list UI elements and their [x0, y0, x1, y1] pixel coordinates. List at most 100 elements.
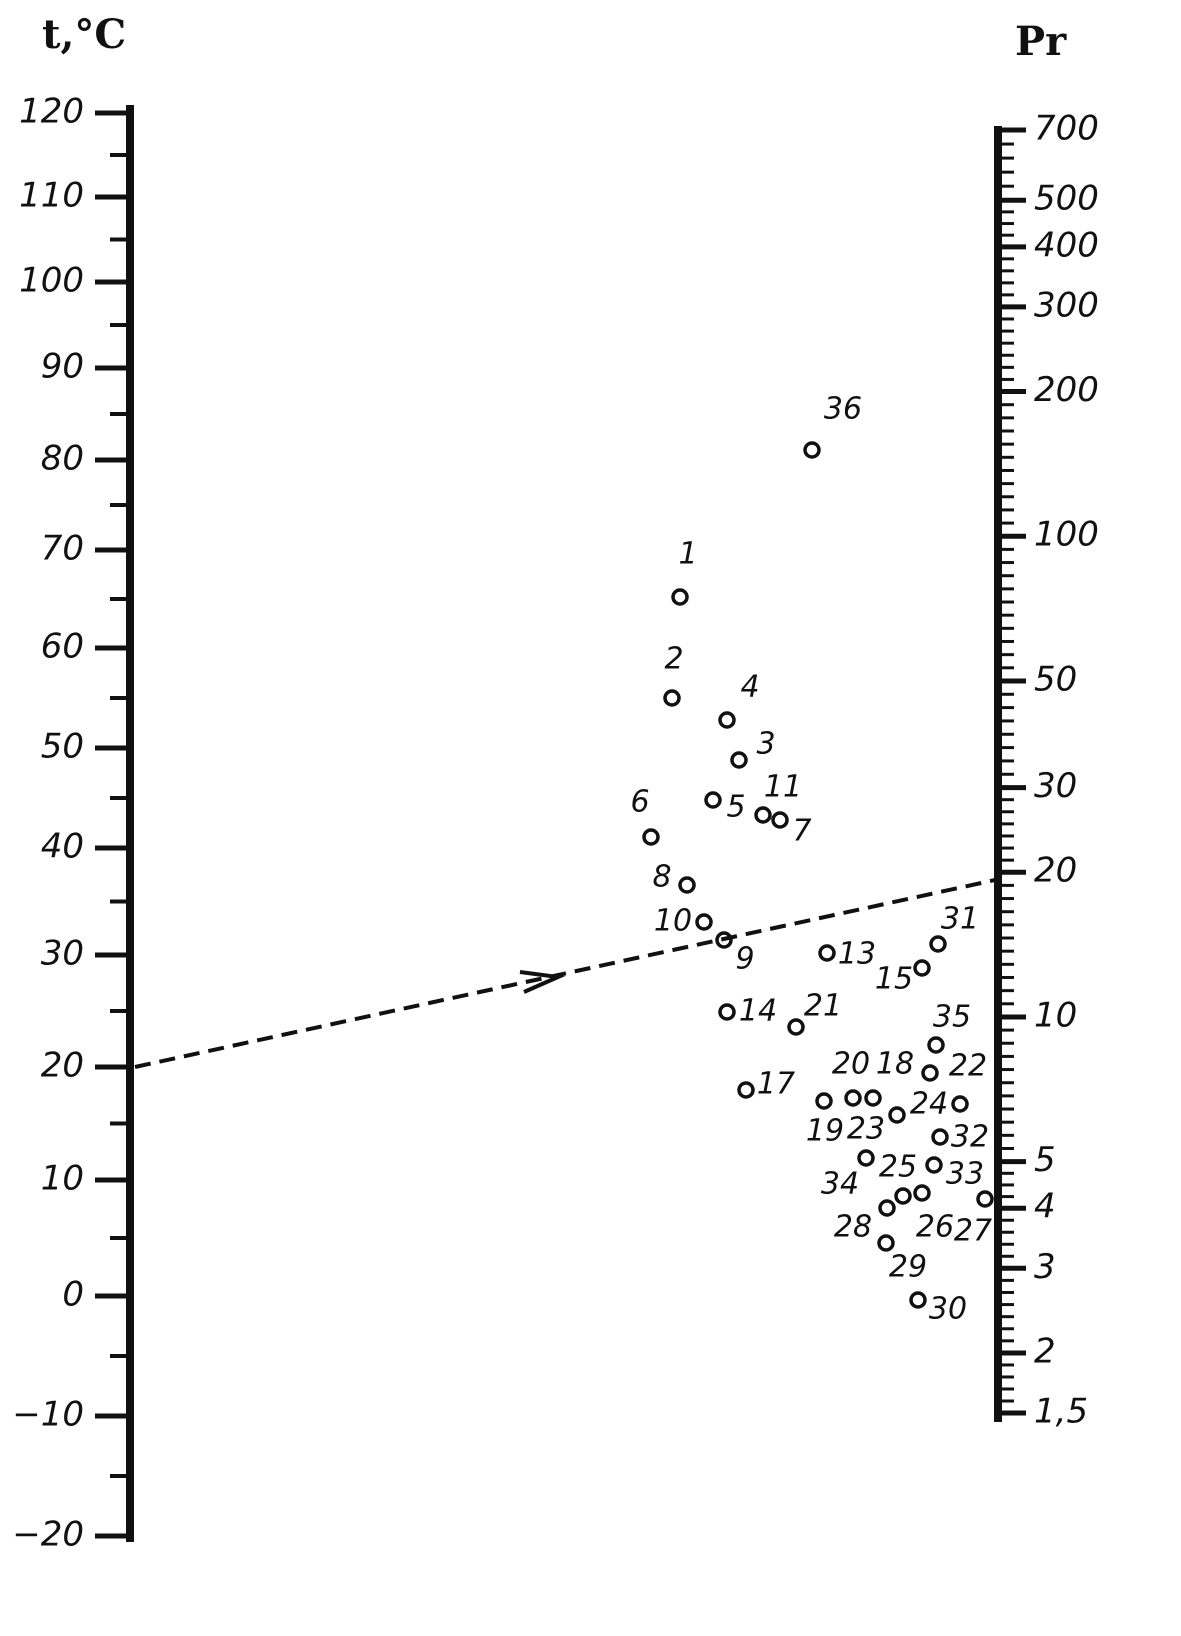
right-tick-label: 100 [1034, 515, 1099, 555]
right-tick-label: 20 [1034, 851, 1077, 891]
point [913, 1184, 931, 1202]
point-label: 17 [757, 1067, 795, 1102]
point-label: 34 [821, 1167, 859, 1202]
point [730, 751, 748, 769]
point [642, 828, 660, 846]
point-label: 29 [889, 1250, 927, 1285]
point [787, 1018, 805, 1036]
right-tick-label: 3 [1034, 1247, 1056, 1287]
point [929, 935, 947, 953]
left-tick-label: 30 [41, 934, 84, 974]
point-label: 9 [735, 942, 754, 977]
point-label: 33 [946, 1157, 984, 1192]
point [737, 1081, 755, 1099]
right-tick-label: 50 [1034, 659, 1077, 699]
point [877, 1234, 895, 1252]
point [925, 1156, 943, 1174]
key-line [134, 878, 996, 1069]
point-label: 35 [933, 1000, 971, 1035]
point-label: 1 [678, 537, 697, 572]
point [704, 791, 722, 809]
point-label: 6 [630, 785, 649, 820]
point [695, 913, 713, 931]
point [864, 1089, 882, 1107]
point [913, 959, 931, 977]
point-label: 30 [929, 1292, 967, 1327]
point [921, 1064, 939, 1082]
point [815, 1092, 833, 1110]
point [909, 1291, 927, 1309]
left-tick-label: 60 [41, 627, 84, 667]
point-label: 22 [949, 1049, 987, 1084]
point [976, 1190, 994, 1208]
point [754, 806, 772, 824]
left-tick-label: 20 [41, 1046, 84, 1086]
point-label: 8 [652, 860, 671, 895]
point [671, 588, 689, 606]
point [931, 1128, 949, 1146]
point-label: 14 [739, 994, 777, 1029]
point [951, 1095, 969, 1113]
point [718, 711, 736, 729]
point-label: 20 [832, 1047, 870, 1082]
point [715, 931, 733, 949]
right-tick-label: 4 [1034, 1187, 1056, 1227]
point [678, 876, 696, 894]
point-label: 2 [664, 642, 683, 677]
right-tick-label: 700 [1034, 109, 1099, 149]
right-tick-label: 200 [1034, 370, 1099, 410]
right-tick-label: 1,5 [1034, 1392, 1088, 1432]
left-tick-label: 10 [41, 1159, 84, 1199]
point-label: 10 [654, 904, 692, 939]
point-label: 15 [875, 962, 913, 997]
left-tick-label: 100 [19, 261, 84, 301]
point-label: 24 [910, 1087, 948, 1122]
point-label: 3 [756, 727, 775, 762]
left-tick-label: 70 [41, 529, 84, 569]
point-label: 36 [824, 392, 862, 427]
point [894, 1187, 912, 1205]
right-tick-label: 400 [1034, 225, 1099, 265]
point-label: 32 [951, 1120, 989, 1155]
arrow-head [519, 970, 566, 994]
point [927, 1036, 945, 1054]
left-tick-label: −20 [12, 1515, 84, 1555]
point-label: 21 [804, 989, 842, 1024]
left-axis-title: t,°C [42, 11, 126, 58]
point-label: 23 [847, 1112, 885, 1147]
right-tick-label: 300 [1034, 285, 1099, 325]
left-tick-label: 120 [19, 92, 84, 132]
left-tick-label: 80 [41, 439, 84, 479]
left-tick-label: 50 [41, 727, 84, 767]
right-tick-label: 30 [1034, 766, 1077, 806]
left-tick-label: 90 [41, 347, 84, 387]
point-label: 11 [764, 770, 802, 805]
point [888, 1106, 906, 1124]
point-label: 19 [806, 1114, 844, 1149]
left-tick-label: 110 [19, 176, 84, 216]
right-tick-label: 5 [1034, 1140, 1056, 1180]
point-label: 4 [740, 670, 759, 705]
right-tick-label: 10 [1034, 995, 1077, 1035]
point-label: 25 [879, 1150, 917, 1185]
point [878, 1199, 896, 1217]
right-axis-title: Pr [1015, 18, 1067, 65]
point [718, 1003, 736, 1021]
point-label: 31 [941, 902, 979, 937]
point-label: 7 [792, 814, 811, 849]
point-label: 5 [726, 790, 745, 825]
point [818, 944, 836, 962]
point [663, 689, 681, 707]
point-label: 18 [876, 1047, 914, 1082]
right-tick-label: 2 [1034, 1331, 1056, 1371]
point [857, 1149, 875, 1167]
point [803, 441, 821, 459]
point-label: 28 [834, 1210, 872, 1245]
left-tick-label: 0 [62, 1275, 84, 1315]
point-label: 27 [954, 1214, 992, 1249]
right-tick-label: 500 [1034, 179, 1099, 219]
left-tick-label: 40 [41, 827, 84, 867]
point-label: 26 [916, 1210, 954, 1245]
left-tick-label: −10 [12, 1395, 84, 1435]
